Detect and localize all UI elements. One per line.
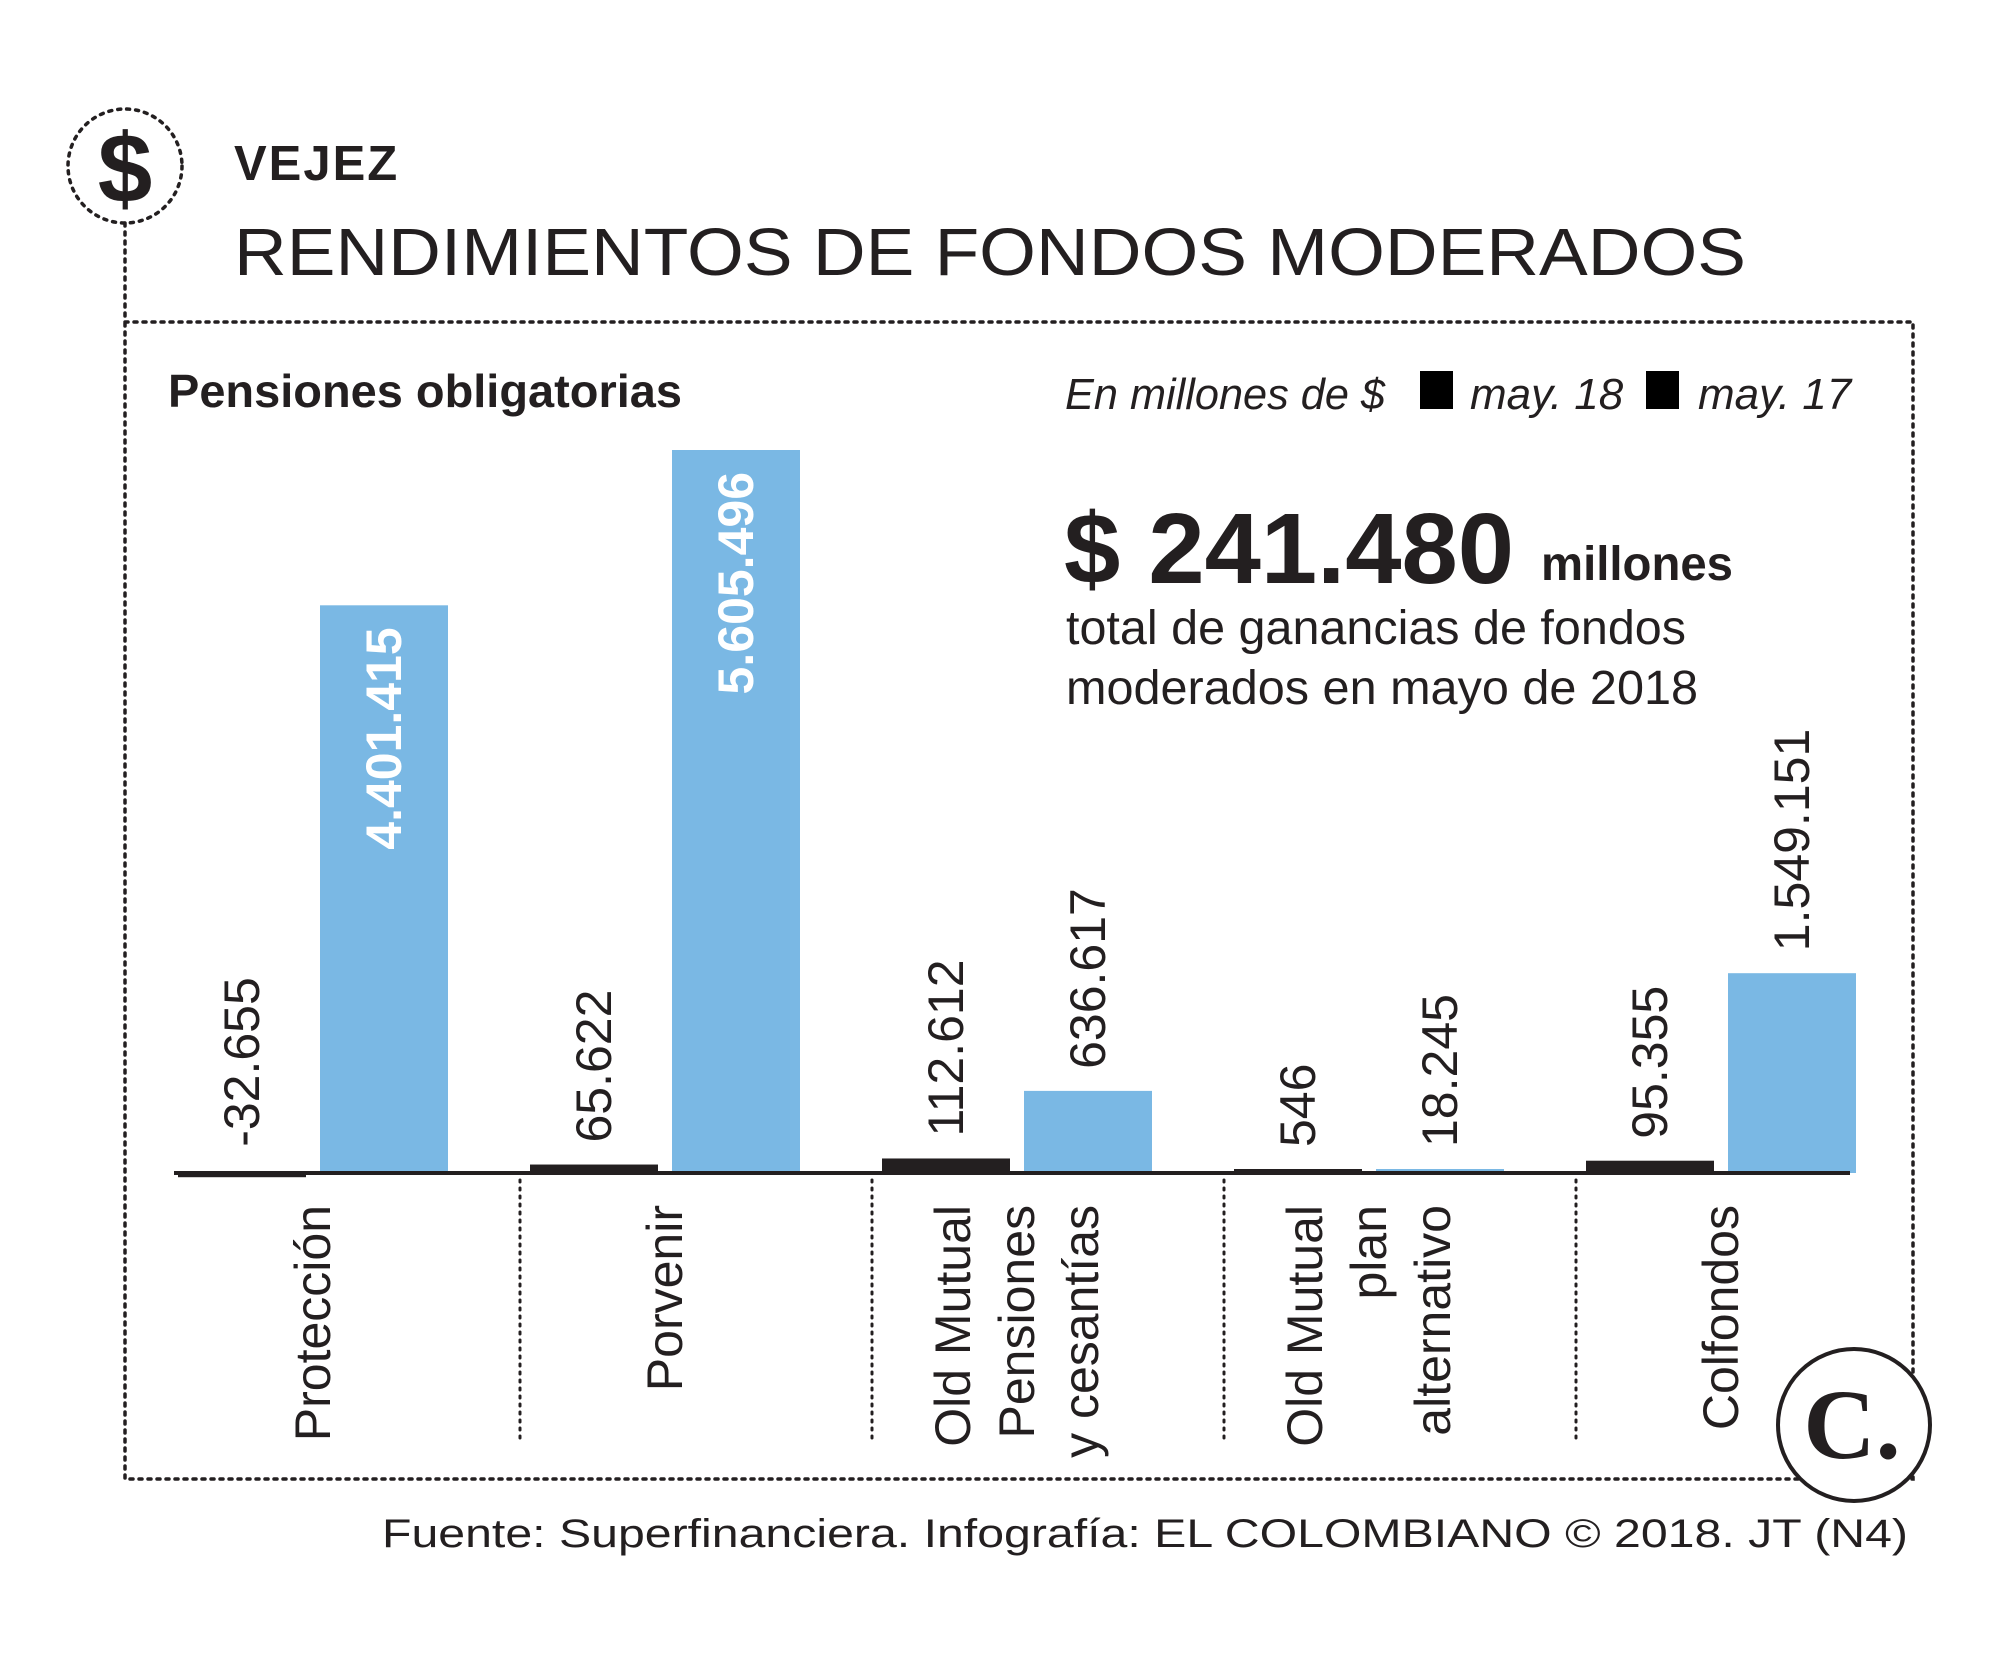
legend: may. 18 may. 17 — [1420, 370, 1853, 419]
dollar-circle-icon: $ — [66, 107, 184, 225]
panel-border — [123, 320, 1915, 1481]
chart-category-labels: Protección Porvenir Old Mutual Pensiones y c… — [285, 1205, 1749, 1458]
section-label: VEJEZ — [234, 137, 399, 191]
highlight-line-1: total de ganancias de fondos — [1066, 602, 1686, 655]
value-label-may18-2: 112.612 — [918, 959, 974, 1136]
category-label-2-line-0: Old Mutual — [925, 1205, 981, 1447]
source-footer: Fuente: Superfinanciera. Infografía: EL … — [382, 1512, 1908, 1556]
value-label-may17-4: 1.549.151 — [1764, 729, 1820, 951]
category-label-2-line-2: y cesantías — [1053, 1205, 1109, 1458]
page-title: RENDIMIENTOS DE FONDOS MODERADOS — [234, 215, 1746, 290]
value-label-may17-3: 18.245 — [1412, 994, 1468, 1147]
category-label-2-line-1: Pensiones — [989, 1205, 1045, 1439]
category-label-3-line-0: Old Mutual — [1277, 1205, 1333, 1447]
chart-bars — [178, 450, 1856, 1178]
category-label-0-line-0: Protección — [285, 1205, 341, 1441]
category-label-1-line-0: Porvenir — [637, 1205, 693, 1391]
bar-may17-0 — [320, 605, 448, 1173]
legend-label-may17: may. 17 — [1698, 370, 1853, 419]
dollar-glyph: $ — [98, 113, 153, 223]
highlight-amount: $ 241.480 — [1064, 493, 1514, 605]
legend-swatch-may17 — [1646, 371, 1679, 409]
panel-subtitle: Pensiones obligatorias — [168, 365, 682, 417]
highlight-callout: $ 241.480 millones total de ganancias de… — [1064, 493, 1733, 715]
bar-may18-2 — [882, 1158, 1010, 1173]
bar-may18-1 — [530, 1164, 658, 1173]
value-label-may18-0: -32.655 — [214, 977, 270, 1147]
bar-may18-0 — [178, 1173, 306, 1178]
value-label-may18-1: 65.622 — [566, 990, 622, 1143]
category-label-4-line-0: Colfondos — [1693, 1205, 1749, 1430]
logo-glyph: C. — [1803, 1369, 1900, 1480]
legend-swatch-may18 — [1420, 371, 1453, 409]
category-label-3-line-1: plan — [1341, 1205, 1397, 1300]
bar-may17-1 — [672, 450, 800, 1173]
value-label-may17-1: 5.605.496 — [708, 472, 764, 694]
bar-may17-2 — [1024, 1090, 1152, 1173]
value-label-may18-3: 546 — [1270, 1064, 1326, 1147]
category-separators — [518, 1178, 1578, 1442]
category-label-3-line-2: alternativo — [1405, 1205, 1461, 1436]
value-label-may18-4: 95.355 — [1622, 986, 1678, 1139]
units-label: En millones de $ — [1065, 370, 1387, 419]
value-label-may17-2: 636.617 — [1060, 888, 1116, 1069]
value-label-may17-0: 4.401.415 — [356, 627, 412, 849]
el-colombiano-logo: C. — [1776, 1347, 1932, 1503]
highlight-line-2: moderados en mayo de 2018 — [1066, 662, 1698, 715]
bar-may18-4 — [1586, 1160, 1714, 1173]
highlight-unit: millones — [1541, 538, 1733, 591]
legend-label-may18: may. 18 — [1470, 370, 1624, 419]
chart-value-labels: -32.655 4.401.415 65.622 5.605.496 112.612 63… — [214, 472, 1820, 1147]
bar-may17-4 — [1728, 973, 1856, 1173]
